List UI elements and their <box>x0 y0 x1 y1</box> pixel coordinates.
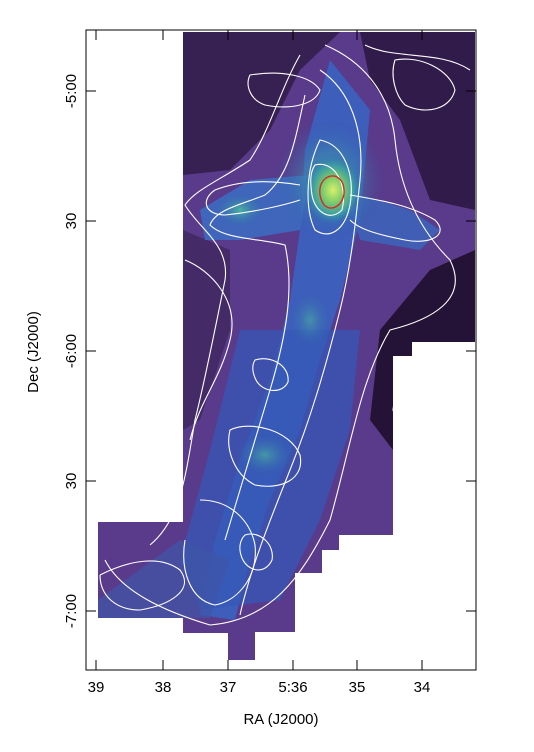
contour-north-1 <box>247 72 321 108</box>
contour-inner-2 <box>310 163 344 216</box>
teal-patch-west <box>214 192 266 228</box>
contour-outer-1 <box>104 44 456 626</box>
contour-north-2 <box>392 58 456 111</box>
y-tick-label: 30 <box>63 473 80 490</box>
x-tick-label: 35 <box>349 679 366 696</box>
contour-branch-east <box>349 194 441 242</box>
contour-south-1 <box>228 425 302 487</box>
x-axis <box>95 30 423 670</box>
y-tick-labels: -5:00 30 -6:00 30 -7:00 <box>63 74 80 628</box>
contour-northeast-edge <box>364 44 471 71</box>
peak-contour <box>319 175 345 209</box>
teal-patch-mid <box>288 290 332 350</box>
teal-patch-south <box>235 433 295 477</box>
y-tick-label: -6:00 <box>63 334 80 368</box>
y-tick-label: -5:00 <box>63 74 80 108</box>
x-axis-title: RA (J2000) <box>243 711 318 728</box>
contour-south-2 <box>239 533 273 571</box>
contour-mid-1 <box>239 69 362 616</box>
x-tick-label: 39 <box>88 679 105 696</box>
contour-loop-east <box>392 391 422 427</box>
x-tick-labels: 39 38 37 5:36 35 34 <box>88 679 431 696</box>
contour-south-3 <box>183 499 256 606</box>
contour-outer-2 <box>149 54 301 546</box>
x-tick-label: 34 <box>414 679 431 696</box>
y-axis <box>86 90 476 612</box>
y-axis-title: Dec (J2000) <box>25 311 42 393</box>
x-tick-label: 5:36 <box>278 679 307 696</box>
contour-lines <box>99 44 471 626</box>
x-tick-label: 38 <box>155 679 172 696</box>
x-tick-label: 37 <box>220 679 237 696</box>
contour-southwest <box>99 560 186 611</box>
y-tick-label: 30 <box>63 213 80 230</box>
plot-frame <box>85 29 477 671</box>
contour-inner-1 <box>307 139 352 235</box>
dark-region-west <box>183 230 230 430</box>
contour-mid-2 <box>209 94 306 541</box>
y-tick-label: -7:00 <box>63 594 80 628</box>
dark-region-northeast <box>360 32 475 210</box>
contour-loop-mid <box>252 358 289 391</box>
contour-west-edge <box>184 259 233 441</box>
filament-southwest <box>98 540 230 618</box>
contour-branch-west <box>205 181 301 216</box>
